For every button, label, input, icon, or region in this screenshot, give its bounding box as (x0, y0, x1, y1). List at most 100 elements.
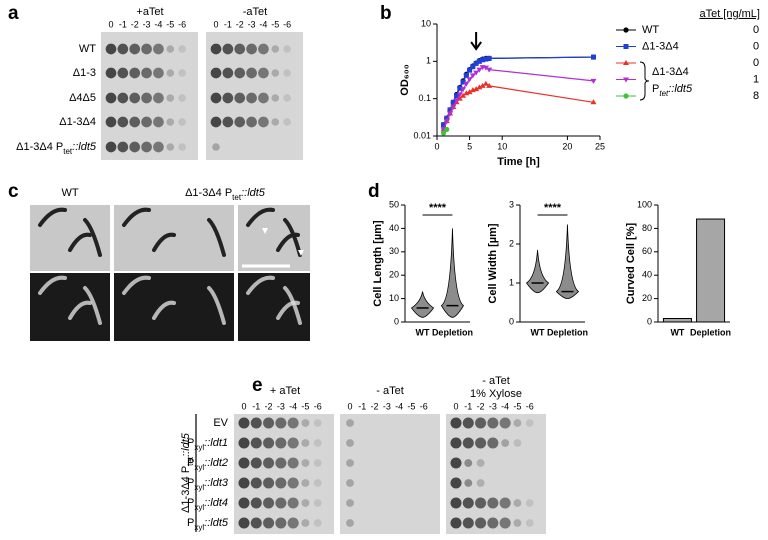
marker (453, 98, 460, 104)
colony-spot (450, 457, 462, 469)
legend-group: Ptet::ldt5 (652, 83, 693, 98)
colony-spot (178, 45, 186, 53)
plate-image (234, 414, 334, 534)
condition-label: +aTet (136, 6, 163, 18)
dilution-label: -4 (395, 401, 403, 411)
y-tick-label: 60 (642, 246, 652, 256)
colony-spot (153, 141, 164, 153)
colony-spot (301, 419, 310, 427)
colony-spot (283, 94, 291, 102)
colony-spot (141, 141, 152, 153)
legend-group: Δ1-3Δ4 (652, 66, 689, 78)
colony-spot (250, 417, 262, 429)
y-tick-label: 0.1 (418, 93, 431, 103)
colony-spot (117, 116, 129, 128)
marker (466, 89, 473, 95)
legend-title: aTet [ng/mL] (699, 8, 760, 20)
strain-label: Δ1-3Δ4 Ptet::ldt5 (16, 141, 97, 156)
colony-spot (450, 477, 462, 489)
colony-spot (487, 417, 499, 429)
colony-spot (525, 419, 534, 427)
dilution-label: -5 (301, 401, 309, 411)
y-tick-label: 0 (647, 316, 652, 326)
marker (441, 122, 447, 128)
marker (466, 77, 473, 83)
colony-spot (499, 417, 511, 429)
label-part: ::ldt3 (204, 477, 229, 489)
colony-spot (283, 45, 291, 53)
fluorescence-image (238, 273, 310, 341)
colony-spot (105, 92, 117, 104)
marker (480, 57, 486, 63)
dilution-label: -2 (265, 401, 273, 411)
marker (623, 60, 629, 65)
colony-spot (301, 439, 310, 447)
marker (473, 60, 479, 66)
label-part: P (652, 83, 659, 95)
dilution-label: -5 (513, 401, 521, 411)
dilution-label: 0 (347, 401, 352, 411)
label-part: ::ldt5 (180, 432, 192, 457)
colony-spot (263, 437, 275, 449)
colony-spot (464, 459, 473, 467)
dilution-label: 0 (241, 401, 246, 411)
cell (38, 207, 67, 227)
label-part: tet (659, 89, 669, 98)
y-tick-label: 40 (642, 270, 652, 280)
dilution-label: -2 (477, 401, 485, 411)
colony-spot (263, 457, 275, 469)
colony-spot (238, 437, 250, 449)
bar (696, 218, 726, 323)
marker (590, 78, 597, 84)
cell (83, 286, 102, 325)
y-tick-label: 80 (642, 223, 652, 233)
dilution-label: -3 (489, 401, 497, 411)
dilution-label: -2 (131, 19, 139, 29)
marker (473, 86, 480, 92)
colony-spot (513, 439, 522, 447)
colony-spot (250, 497, 262, 509)
plate-image (340, 414, 440, 534)
colony-spot (210, 116, 222, 128)
colony-spot (117, 141, 129, 153)
colony-spot (141, 92, 152, 104)
colony-spot (301, 519, 310, 527)
cell (83, 218, 102, 257)
marker (590, 99, 597, 105)
colony-spot (129, 116, 141, 128)
colony-spot (178, 118, 186, 126)
y-tick-label: 20 (642, 293, 652, 303)
colony-spot (346, 519, 354, 527)
dilution-label: -3 (143, 19, 151, 29)
label-part: Δ4Δ5 (69, 92, 96, 104)
colony-spot (275, 457, 287, 469)
dilution-label: -3 (277, 401, 285, 411)
colony-spot (250, 437, 262, 449)
dilution-label: -5 (407, 401, 415, 411)
dilution-label: -1 (464, 401, 472, 411)
label-part: ::ldt5 (241, 187, 266, 199)
colony-spot (301, 499, 310, 507)
annotation-arrow (470, 32, 482, 51)
y-tick-label: 30 (389, 246, 399, 256)
colony-spot (275, 477, 287, 489)
colony-spot (246, 43, 257, 55)
colony-spot (166, 143, 175, 151)
group-label: Δ1-3Δ4 Ptet::ldt5 (180, 432, 195, 513)
marker (623, 44, 629, 49)
strain-label: Δ1-3 (73, 67, 96, 79)
colony-spot (258, 116, 269, 128)
colony-spot (212, 143, 220, 151)
colony-spot (346, 439, 354, 447)
colony-spot (475, 497, 487, 509)
colony-spot (234, 116, 246, 128)
colony-spot (271, 118, 280, 126)
colony-spot (238, 457, 250, 469)
colony-spot (250, 457, 262, 469)
colony-spot (166, 94, 175, 102)
colony-spot (222, 92, 234, 104)
colony-spot (238, 477, 250, 489)
colony-spot (105, 141, 117, 153)
y-tick-label: 0.01 (413, 130, 431, 140)
colony-spot (513, 499, 522, 507)
